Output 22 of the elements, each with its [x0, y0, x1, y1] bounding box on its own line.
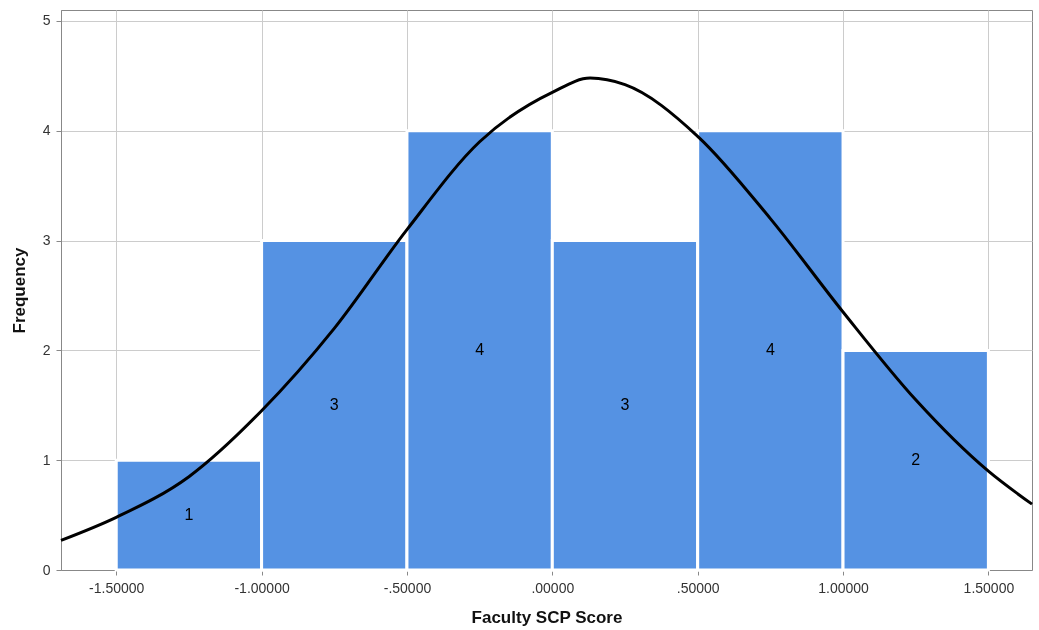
x-tick-label: -1.50000	[89, 579, 145, 596]
data-label: 1	[184, 506, 194, 524]
data-label: 3	[620, 396, 630, 414]
y-tick-label: 4	[42, 122, 51, 139]
y-tick-label: 2	[42, 341, 51, 358]
data-label: 3	[329, 396, 339, 414]
x-tick-label: 1.00000	[818, 579, 870, 596]
y-tick-label: 3	[42, 232, 51, 249]
x-tick-label: -.50000	[383, 579, 432, 596]
x-tick-label: 1.50000	[963, 579, 1015, 596]
data-label: 2	[911, 451, 921, 469]
line-series	[59, 76, 1034, 542]
y-tick-label: 5	[42, 12, 51, 29]
y-tick-label: 1	[42, 451, 51, 468]
data-label: 4	[475, 341, 485, 359]
data-label: 4	[765, 341, 775, 359]
x-tick-label: .00000	[531, 579, 575, 596]
x-tick-label: .50000	[676, 579, 720, 596]
y-axis-title: Frequency	[9, 246, 29, 334]
x-tick-label: -1.00000	[234, 579, 290, 596]
y-tick-label: 0	[42, 561, 51, 578]
x-axis-title: Faculty SCP Score	[471, 607, 623, 627]
